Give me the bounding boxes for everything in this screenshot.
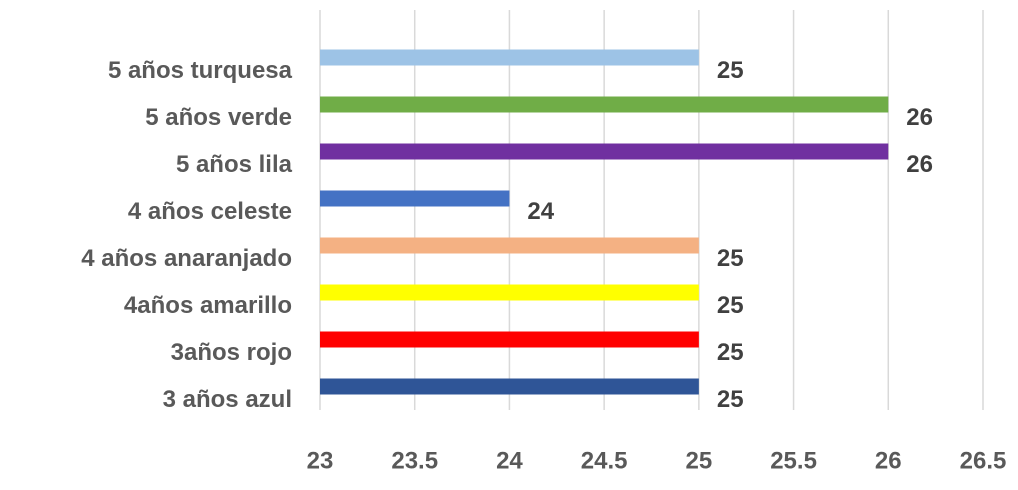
y-tick-label: 5 años lila: [176, 151, 293, 178]
value-label: 24: [527, 198, 554, 225]
y-tick-label: 5 años turquesa: [108, 57, 293, 84]
value-label: 26: [906, 104, 933, 131]
value-label: 26: [906, 151, 933, 178]
bar: [320, 284, 699, 301]
y-tick-label: 4años amarillo: [124, 292, 292, 319]
value-label: 25: [717, 292, 744, 319]
x-tick-label: 23: [307, 447, 334, 474]
bar: [320, 96, 889, 113]
bar: [320, 143, 889, 160]
bar: [320, 190, 510, 207]
value-label: 25: [717, 339, 744, 366]
y-tick-label: 4 años celeste: [128, 198, 292, 225]
y-tick-label: 3 años azul: [163, 386, 292, 413]
value-label: 25: [717, 245, 744, 272]
x-tick-label: 24.5: [581, 447, 628, 474]
value-label: 25: [717, 386, 744, 413]
y-tick-label: 4 años anaranjado: [81, 245, 292, 272]
x-tick-label: 25.5: [770, 447, 817, 474]
x-tick-label: 26.5: [960, 447, 1007, 474]
value-label: 25: [717, 57, 744, 84]
x-tick-label: 25: [686, 447, 713, 474]
bar: [320, 378, 699, 395]
bar: [320, 331, 699, 348]
y-tick-label: 5 años verde: [145, 104, 292, 131]
bar: [320, 49, 699, 66]
x-tick-label: 26: [875, 447, 902, 474]
x-tick-label: 23.5: [391, 447, 438, 474]
x-tick-label: 24: [496, 447, 523, 474]
y-tick-label: 3años rojo: [171, 339, 292, 366]
bar: [320, 237, 699, 254]
